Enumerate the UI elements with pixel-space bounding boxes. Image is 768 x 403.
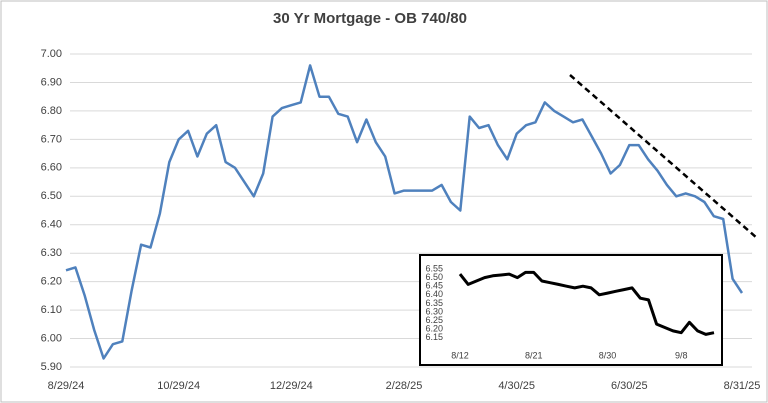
- y-tick-label: 6.20: [425, 324, 443, 334]
- y-tick-label: 6.10: [41, 304, 62, 316]
- y-tick-label: 6.30: [41, 247, 62, 259]
- y-tick-label: 6.50: [425, 272, 443, 282]
- y-tick-label: 6.50: [41, 190, 62, 202]
- y-tick-label: 6.60: [41, 162, 62, 174]
- x-tick-label: 6/30/25: [611, 380, 648, 392]
- trend-line: [569, 74, 758, 239]
- y-tick-label: 6.45: [425, 281, 443, 291]
- inset-box: [419, 254, 723, 366]
- chart-title: 30 Yr Mortgage - OB 740/80: [273, 10, 467, 27]
- x-tick-label: 8/12: [451, 350, 469, 360]
- y-tick-label: 6.70: [41, 133, 62, 145]
- y-tick-label: 6.30: [425, 306, 443, 316]
- series-line: [458, 270, 715, 336]
- y-tick-label: 6.80: [41, 105, 62, 117]
- x-tick-label: 8/31/25: [724, 380, 761, 392]
- x-tick-label: 4/30/25: [498, 380, 535, 392]
- y-tick-label: 6.55: [425, 263, 443, 273]
- x-tick-label: 9/8: [675, 350, 688, 360]
- x-tick-label: 8/29/24: [48, 380, 85, 392]
- y-tick-label: 6.25: [425, 315, 443, 325]
- y-tick-label: 6.00: [41, 332, 62, 344]
- x-tick-label: 2/28/25: [386, 380, 423, 392]
- y-tick-label: 6.40: [425, 289, 443, 299]
- x-tick-label: 10/29/24: [157, 380, 200, 392]
- x-tick-label: 12/29/24: [270, 380, 313, 392]
- y-tick-label: 6.35: [425, 298, 443, 308]
- y-tick-label: 6.90: [41, 76, 62, 88]
- series-line: [65, 64, 744, 360]
- x-tick-label: 8/21: [525, 350, 543, 360]
- x-tick-label: 8/30: [599, 350, 617, 360]
- y-tick-label: 7.00: [41, 48, 62, 60]
- y-tick-label: 6.15: [425, 332, 443, 342]
- y-tick-label: 6.40: [41, 219, 62, 231]
- y-tick-label: 5.90: [41, 361, 62, 373]
- y-tick-label: 6.20: [41, 276, 62, 288]
